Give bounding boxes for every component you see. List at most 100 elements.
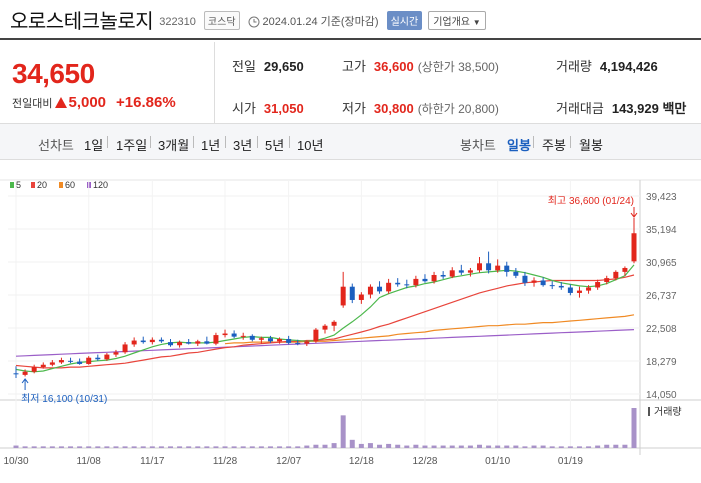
volume-bar <box>486 445 492 448</box>
ma60-line <box>224 314 635 345</box>
company-overview-button[interactable]: 기업개요 ▼ <box>428 11 486 30</box>
period-1w[interactable]: 1주일 <box>116 138 148 153</box>
period-3m[interactable]: 3개월 <box>158 138 190 153</box>
clock-icon <box>248 15 260 27</box>
volume-bar <box>440 445 446 448</box>
period-1y[interactable]: 1년 <box>201 138 221 153</box>
separator <box>225 136 226 148</box>
volume-bar <box>613 444 619 448</box>
volume-bar <box>549 446 555 448</box>
candle-body <box>604 278 610 283</box>
candle-daily[interactable]: 일봉 <box>507 138 531 153</box>
volume-bar <box>122 446 128 448</box>
price-chart[interactable]: 39,423 35,194 30,965 26,737 22,508 18,279 14,0… <box>0 160 701 478</box>
x-tick-label: 01/10 <box>485 456 510 467</box>
volume-bar <box>58 446 64 448</box>
period-10y[interactable]: 10년 <box>297 138 324 153</box>
volume-bar <box>477 444 482 448</box>
candle-body <box>386 282 392 292</box>
stock-code: 322310 <box>159 15 196 28</box>
candle-body <box>395 282 401 285</box>
volume-bar <box>304 445 310 448</box>
candle-body <box>158 339 164 342</box>
candle-body <box>286 338 292 343</box>
candle-body <box>549 285 555 287</box>
candle-body <box>340 286 346 306</box>
volume-label: 거래량 <box>654 406 682 418</box>
candle-body <box>231 333 237 337</box>
candle-body <box>349 286 355 300</box>
separator <box>289 136 290 148</box>
volume-bar <box>204 446 210 448</box>
period-3y[interactable]: 3년 <box>233 138 253 153</box>
y-tick-label: 30,965 <box>646 258 677 269</box>
volume-bar <box>213 446 219 448</box>
candle-body <box>58 360 64 363</box>
volume-bar <box>240 446 246 448</box>
volume-bar <box>377 444 383 448</box>
volume-bar <box>495 445 501 448</box>
amount-value: 143,929 백만 <box>611 101 687 116</box>
volume-bar <box>49 446 55 448</box>
legend-swatch <box>31 182 35 188</box>
volume-bar <box>267 446 273 448</box>
volume-bar <box>322 444 328 448</box>
candle-body <box>404 284 410 286</box>
x-tick-label: 11/28 <box>213 456 238 467</box>
volume-bar <box>413 444 419 448</box>
volume-bar <box>231 446 237 448</box>
candle-body <box>77 361 83 364</box>
y-tick-label: 26,737 <box>646 291 677 302</box>
period-5y[interactable]: 5년 <box>265 138 285 153</box>
volume-bar <box>349 439 355 448</box>
candle-body <box>367 286 373 295</box>
candle-body <box>22 371 28 375</box>
volume-bar <box>40 446 46 448</box>
candle-body <box>595 282 601 288</box>
candle-body <box>204 341 210 344</box>
x-tick-label: 11/08 <box>77 456 102 467</box>
legend-label: 20 <box>37 180 47 190</box>
volume-bar <box>404 445 410 448</box>
y-tick-label: 14,050 <box>646 390 677 401</box>
separator <box>150 136 151 148</box>
candle-body <box>449 270 455 277</box>
realtime-button[interactable]: 실시간 <box>386 11 423 30</box>
volume-bar <box>22 446 28 448</box>
volume-bar <box>186 446 192 448</box>
ma5-line <box>15 264 635 373</box>
candle-weekly[interactable]: 주봉 <box>542 138 566 153</box>
volume-bar <box>158 446 164 448</box>
high-price: 고가 36,600 (상한가 38,500) <box>342 56 499 75</box>
line-chart-label: 선차트 <box>38 138 74 153</box>
volume-bar <box>258 446 264 448</box>
volume-bar <box>631 408 637 448</box>
volume-bar <box>313 444 319 448</box>
volume-bar <box>504 445 510 448</box>
candle-body <box>440 274 446 277</box>
candle-body <box>377 286 383 292</box>
candle-body <box>240 335 246 337</box>
volume-bar <box>622 444 628 448</box>
candle-monthly[interactable]: 월봉 <box>579 138 603 153</box>
chevron-down-icon: ▼ <box>472 18 481 27</box>
open-value: 31,050 <box>263 101 304 116</box>
candle-body <box>177 342 183 346</box>
volume-bar <box>68 446 74 448</box>
x-tick-label: 12/07 <box>276 456 301 467</box>
candle-body <box>631 233 637 262</box>
x-tick-label: 12/18 <box>349 456 374 467</box>
low-arrowhead-icon <box>21 378 29 384</box>
open-label: 시가 <box>232 101 256 116</box>
change-value: 5,000 <box>68 94 107 111</box>
candle-body <box>586 287 592 291</box>
candle-body <box>613 271 619 279</box>
volume-bar <box>249 446 255 448</box>
period-1d[interactable]: 1일 <box>84 138 104 153</box>
high-annotation: 최고 36,600 (01/24) <box>548 195 634 207</box>
high-arrowhead-icon <box>630 212 638 218</box>
candle-body <box>495 265 501 271</box>
candle-body <box>295 342 301 344</box>
amount-label: 거래대금 <box>556 101 604 116</box>
volume-bar <box>149 446 155 448</box>
